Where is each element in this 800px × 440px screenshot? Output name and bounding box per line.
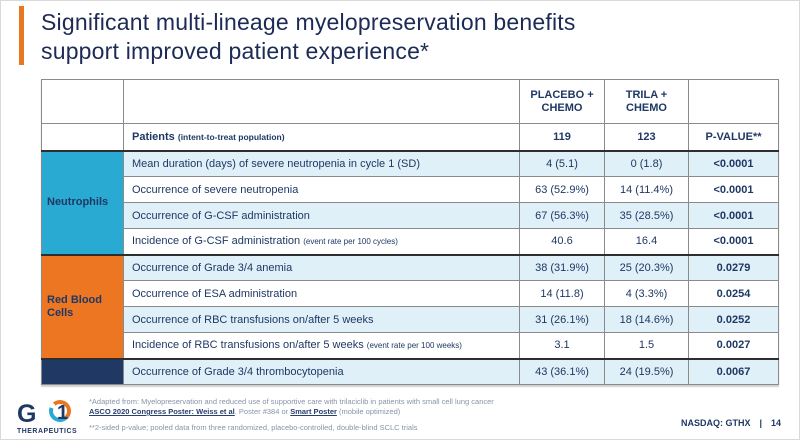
cell-trila-value: 35 (28.5%) — [604, 202, 689, 229]
row-label: Occurrence of Grade 3/4 thrombocytopenia — [123, 357, 520, 385]
cell-placebo-value: 67 (56.3%) — [519, 202, 605, 229]
cell-trila-value: 4 (3.3%) — [604, 280, 689, 307]
cell-trila-value: 14 (11.4%) — [604, 176, 689, 203]
table-row: Occurrence of ESA administration 14 (11.… — [42, 280, 779, 307]
header-empty-group — [41, 79, 124, 124]
cell-placebo-value: 3.1 — [519, 332, 605, 359]
cell-trila-value: 1.5 — [604, 332, 689, 359]
cell-trila-value: 24 (19.5%) — [604, 357, 689, 385]
cell-pvalue: <0.0001 — [688, 228, 779, 255]
asco-poster-link[interactable]: ASCO 2020 Congress Poster: Weiss et al — [89, 407, 235, 416]
nasdaq-ticker: NASDAQ: GTHX — [680, 418, 751, 428]
cell-placebo-value: 31 (26.1%) — [519, 306, 605, 333]
cell-trila-value: 16.4 — [604, 228, 689, 255]
table-row: Neutrophils Mean duration (days) of seve… — [41, 149, 779, 255]
row-label: Occurrence of ESA administration — [123, 280, 520, 307]
footnote-adapted-from: *Adapted from: Myelopreservation and red… — [89, 397, 494, 406]
row-label: Incidence of G-CSF administration (event… — [123, 228, 520, 255]
row-label: Incidence of RBC transfusions on/after 5… — [123, 332, 520, 359]
row-label: Occurrence of Grade 3/4 anemia — [123, 253, 520, 281]
row-label: Patients (intent-to-treat population) — [123, 123, 520, 151]
title-line-2: support improved patient experience* — [41, 38, 430, 64]
footnotes: *Adapted from: Myelopreservation and red… — [89, 397, 609, 433]
cell-placebo-value: 14 (11.8) — [519, 280, 605, 307]
group-label-platelets: Platelets — [41, 357, 124, 385]
cell-pvalue: 0.0252 — [688, 306, 779, 333]
cell-placebo-value: 63 (52.9%) — [519, 176, 605, 203]
cell-pvalue: <0.0001 — [688, 149, 779, 177]
footer-ticker: NASDAQ: GTHX | 14 — [681, 418, 781, 428]
cell-pvalue: 0.0254 — [688, 280, 779, 307]
cell-pvalue: <0.0001 — [688, 176, 779, 203]
table-row-patients: Patients (intent-to-treat population) 11… — [41, 123, 779, 151]
header-empty-pvalue — [688, 79, 779, 124]
header-trila-chemo: TRILA + CHEMO — [604, 79, 689, 124]
row-label: Occurrence of severe neutropenia — [123, 176, 520, 203]
header-empty-desc — [123, 79, 520, 124]
cell-trila-value: 25 (20.3%) — [604, 253, 689, 281]
cell-pvalue: 0.0279 — [688, 253, 779, 281]
table-row: Red Blood Cells Occurrence of Grade 3/4 … — [41, 253, 779, 359]
page-number: 14 — [770, 418, 781, 428]
cell-pvalue-header: P-VALUE** — [688, 123, 779, 151]
table-row: Occurrence of RBC transfusions on/after … — [42, 306, 779, 333]
cell-placebo-value: 4 (5.1) — [519, 149, 605, 177]
row-label: Occurrence of G-CSF administration — [123, 202, 520, 229]
cell-pvalue: 0.0027 — [688, 332, 779, 359]
title-line-1: Significant multi-lineage myelopreservat… — [41, 9, 576, 35]
cell-pvalue: 0.0067 — [688, 357, 779, 385]
footnote-poster-line: ASCO 2020 Congress Poster: Weiss et al. … — [89, 407, 401, 416]
group-label-red-blood-cells: Red Blood Cells — [41, 253, 124, 359]
table-row: Incidence of RBC transfusions on/after 5… — [42, 332, 779, 359]
group-label-neutrophils: Neutrophils — [41, 149, 124, 255]
title-accent-bar — [19, 6, 24, 65]
cell-pvalue: <0.0001 — [688, 202, 779, 229]
logo-swirl-icon — [49, 400, 71, 422]
cell-trila-value: 18 (14.6%) — [604, 306, 689, 333]
table-row: Incidence of G-CSF administration (event… — [42, 228, 779, 255]
page-title: Significant multi-lineage myelopreservat… — [41, 8, 781, 66]
footnote-pvalue: **2-sided p-value; pooled data from thre… — [89, 423, 418, 432]
table-row: Platelets Occurrence of Grade 3/4 thromb… — [41, 357, 779, 385]
group-empty-cell — [41, 123, 124, 151]
cell-placebo-value: 119 — [519, 123, 605, 151]
g1-logo-mark: G 1 — [17, 400, 87, 427]
cell-placebo-value: 40.6 — [519, 228, 605, 255]
row-label: Occurrence of RBC transfusions on/after … — [123, 306, 520, 333]
row-label: Mean duration (days) of severe neutropen… — [123, 149, 520, 177]
table-header-row: PLACEBO + CHEMO TRILA + CHEMO — [41, 79, 779, 124]
cell-trila-value: 0 (1.8) — [604, 149, 689, 177]
cell-trila-value: 123 — [604, 123, 689, 151]
logo-wordmark: THERAPEUTICS — [17, 428, 78, 435]
footer-divider: | — [759, 418, 762, 428]
g1-therapeutics-logo: G 1 THERAPEUTICS — [17, 400, 87, 435]
smart-poster-link[interactable]: Smart Poster — [290, 407, 337, 416]
table-row: Occurrence of G-CSF administration 67 (5… — [42, 202, 779, 229]
header-placebo-chemo: PLACEBO + CHEMO — [519, 79, 605, 124]
cell-placebo-value: 43 (36.1%) — [519, 357, 605, 385]
cell-placebo-value: 38 (31.9%) — [519, 253, 605, 281]
table-row: Occurrence of severe neutropenia 63 (52.… — [42, 176, 779, 203]
results-table: PLACEBO + CHEMO TRILA + CHEMO Patients (… — [41, 79, 779, 385]
